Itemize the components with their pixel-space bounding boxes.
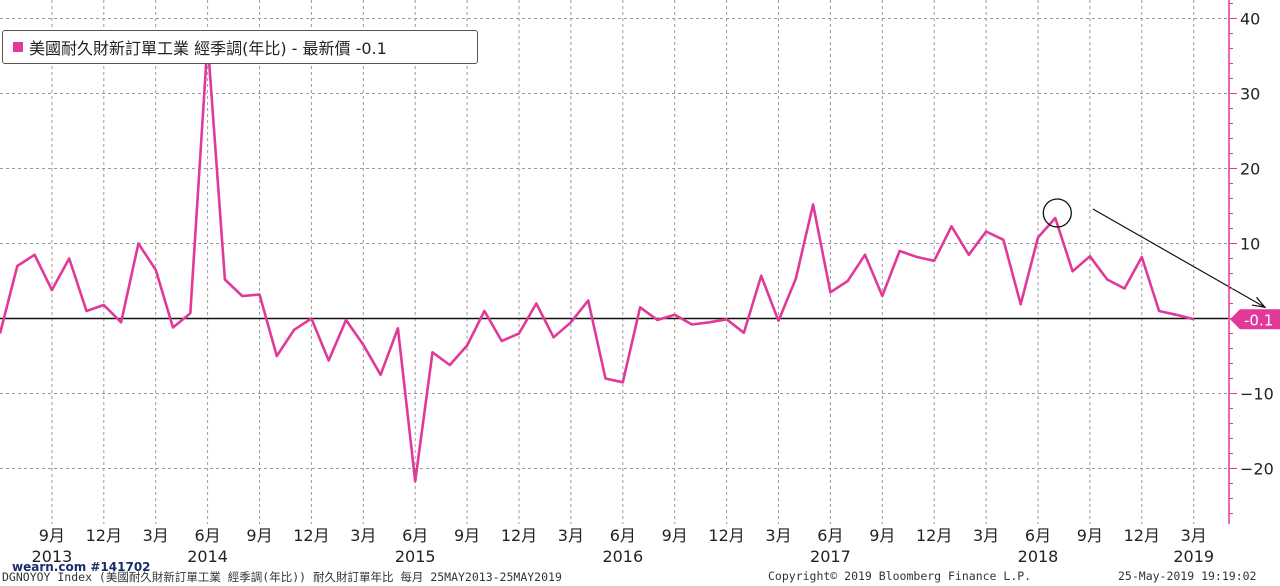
x-tick-label: 9月 <box>454 526 480 545</box>
footer-timestamp: 25-May-2019 19:19:02 <box>1118 569 1257 583</box>
x-tick-label: 6月 <box>195 526 221 545</box>
y-tick-label: −10 <box>1240 385 1274 404</box>
y-tick-label: 20 <box>1240 160 1260 179</box>
footer-source: DGNOYOY Index (美國耐久財新訂單工業 經季調(年比)) 耐久財訂單… <box>2 570 562 584</box>
x-year-label: 2017 <box>810 547 851 566</box>
x-tick-label: 12月 <box>1124 526 1160 545</box>
grid <box>0 0 1228 524</box>
highlight-circle <box>1042 198 1072 228</box>
y-axis: 40 30 20 10 −10 −20 -0.1 <box>1228 0 1280 524</box>
last-value-badge <box>1230 309 1280 330</box>
x-tick-label: 6月 <box>817 526 843 545</box>
x-tick-label: 3月 <box>350 526 376 545</box>
x-tick-label: 6月 <box>610 526 636 545</box>
x-tick-label: 9月 <box>39 526 65 545</box>
x-year-label: 2014 <box>187 547 228 566</box>
watermark: wearn.com #141702 <box>12 560 151 574</box>
footer: DGNOYOY Index (美國耐久財新訂單工業 經季調(年比)) 耐久財訂單… <box>0 568 1280 586</box>
x-tick-label: 6月 <box>1025 526 1051 545</box>
legend: 美國耐久財新訂單工業 經季調(年比) - 最新價 -0.1 <box>2 30 478 64</box>
x-tick-label: 9月 <box>246 526 272 545</box>
x-tick-label: 12月 <box>916 526 952 545</box>
series-layer <box>0 39 1195 483</box>
x-tick-label: 3月 <box>973 526 999 545</box>
y-tick-label: 10 <box>1240 235 1260 254</box>
x-tick-label: 3月 <box>143 526 169 545</box>
legend-swatch <box>13 42 23 52</box>
series-line <box>0 39 1195 483</box>
legend-label: 美國耐久財新訂單工業 經季調(年比) - 最新價 -0.1 <box>29 39 387 58</box>
x-year-label: 2013 <box>32 547 73 566</box>
x-tick-label: 12月 <box>501 526 537 545</box>
trend-arrow-line <box>1092 208 1266 308</box>
x-tick-label: 12月 <box>708 526 744 545</box>
x-tick-label: 3月 <box>558 526 584 545</box>
x-axis: 9月 2013 12月 3月 6月 2014 9月 12月 3月 6月 2015 9月 12月 3月 6月 2… <box>32 526 1215 566</box>
annotation-layer <box>1042 198 1267 309</box>
x-tick-label: 12月 <box>86 526 122 545</box>
last-value-label: -0.1 <box>1244 311 1273 329</box>
trend-arrow-head <box>1251 296 1267 309</box>
x-tick-label: 9月 <box>1077 526 1103 545</box>
x-tick-label: 9月 <box>869 526 895 545</box>
x-tick-label: 9月 <box>662 526 688 545</box>
y-tick-label: 30 <box>1240 85 1260 104</box>
x-tick-label: 3月 <box>765 526 791 545</box>
x-year-label: 2016 <box>602 547 643 566</box>
y-tick-label: −20 <box>1240 460 1274 479</box>
x-year-label: 2019 <box>1173 547 1214 566</box>
x-tick-label: 3月 <box>1181 526 1207 545</box>
footer-copyright: Copyright© 2019 Bloomberg Finance L.P. <box>768 569 1032 583</box>
x-tick-label: 6月 <box>402 526 428 545</box>
y-tick-label: 40 <box>1240 10 1260 29</box>
x-tick-label: 12月 <box>293 526 329 545</box>
x-year-label: 2018 <box>1018 547 1059 566</box>
x-year-label: 2015 <box>395 547 436 566</box>
